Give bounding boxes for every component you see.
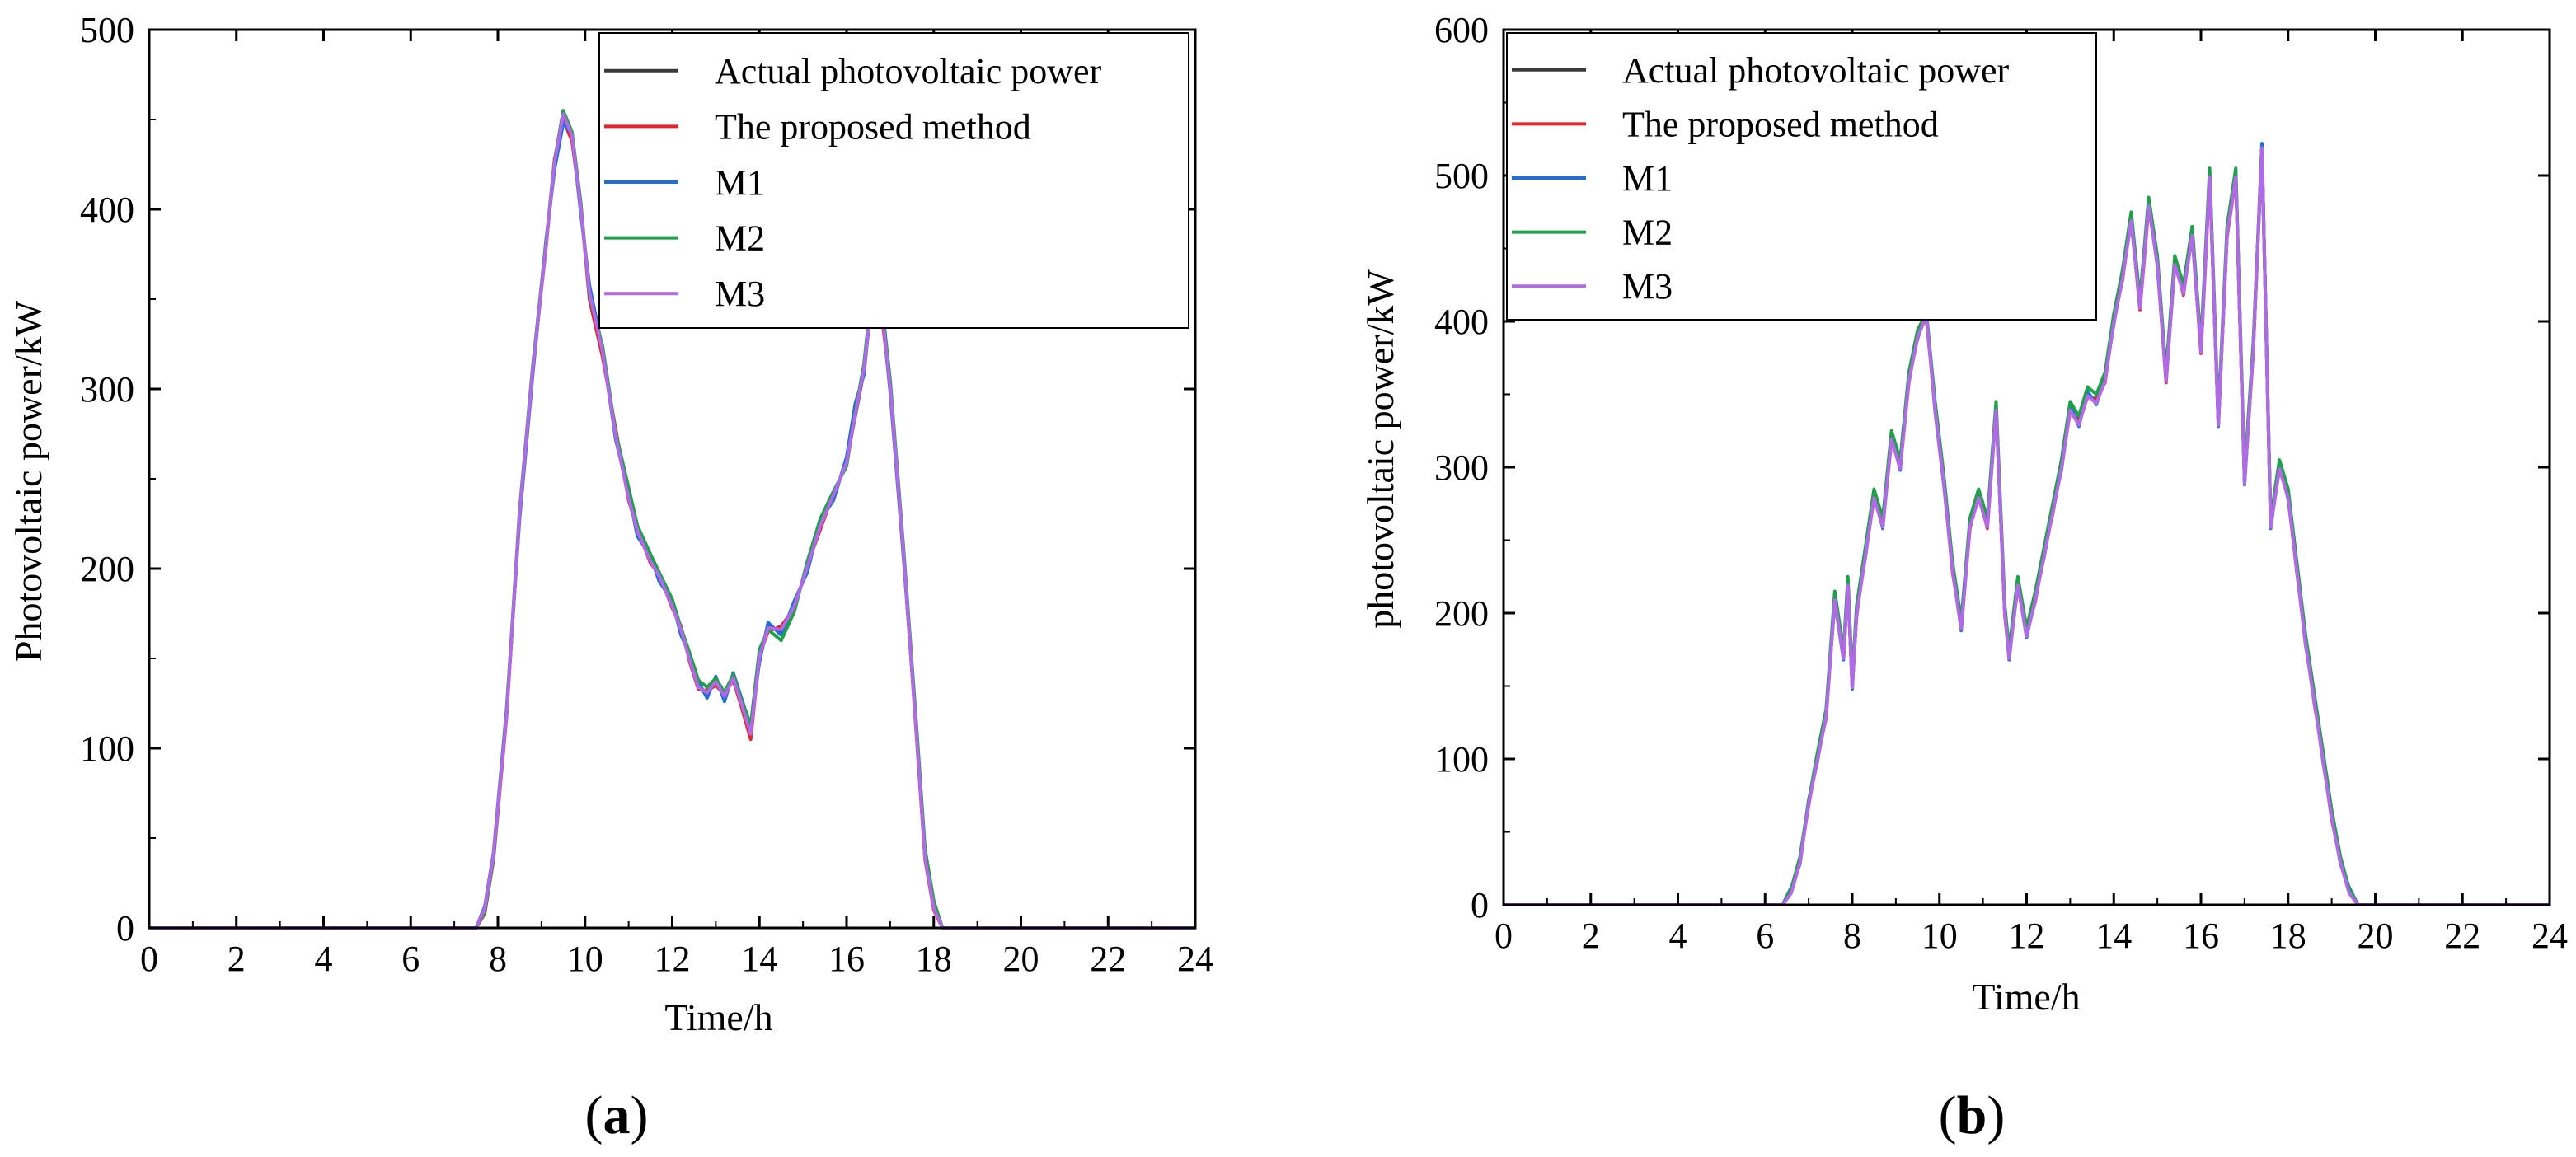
x-axis-label-b: Time/h [1972,976,2080,1018]
legend-actual-label: Actual photovoltaic power [715,51,1102,91]
legend-box [1506,32,2097,321]
legend-a: Actual photovoltaic power The proposed me… [598,32,1189,329]
x-tick-label: 22 [1090,939,1126,979]
x-tick-label: 14 [2095,916,2132,956]
y-axis-label-a: Photovoltaic power/kW [7,300,49,662]
legend-m3-label: M3 [715,274,765,314]
x-tick-label: 2 [228,939,246,979]
x-tick-label: 16 [828,939,865,979]
y-tick-label: 0 [116,908,134,949]
x-tick-label: 22 [2444,916,2480,956]
x-tick-label: 4 [1669,916,1687,956]
x-tick-label: 18 [916,939,952,979]
x-tick-label: 0 [1494,916,1513,956]
y-tick-label: 200 [1434,593,1489,634]
legend-m2-label: M2 [715,218,765,259]
x-tick-label: 0 [140,939,158,979]
x-tick-label: 16 [2183,916,2219,956]
legend-box [598,32,1189,329]
panel-letter-a: a [603,1085,631,1145]
legend-m1-label: M1 [1622,158,1673,199]
x-tick-label: 6 [1756,916,1774,956]
legend-m3-label: M3 [1622,266,1673,307]
legend-actual-label: Actual photovoltaic power [1622,50,2010,91]
y-tick-label: 600 [1434,10,1489,50]
y-tick-label: 300 [80,369,134,410]
chart-panel-b: 0 2 4 6 8 10 12 14 16 18 20 22 240100200300400500600… [1359,10,2568,1145]
y-tick-label: 400 [80,190,134,230]
x-tick-label: 24 [2531,916,2568,956]
panel-label-b: (b) [1939,1085,2006,1145]
x-tick-label: 8 [1843,916,1861,956]
x-tick-label: 24 [1177,939,1213,979]
legend-proposed-label: The proposed method [715,106,1031,147]
panel-letter-b: b [1957,1085,1987,1145]
y-tick-label: 0 [1471,885,1489,925]
x-tick-label: 6 [401,939,420,979]
x-tick-label: 10 [567,939,603,979]
y-tick-label: 300 [1434,447,1489,488]
x-tick-label: 12 [655,939,691,979]
y-tick-label: 200 [80,549,134,589]
series-line-m3 [1504,146,2550,906]
x-tick-label: 8 [489,939,507,979]
x-tick-label: 2 [1582,916,1600,956]
y-axis-label-b: photovoltaic power/kW [1359,269,1401,629]
x-tick-label: 14 [741,939,777,979]
y-tick-label: 100 [1434,739,1489,780]
x-tick-label: 18 [2270,916,2306,956]
y-tick-label: 100 [80,728,134,769]
x-tick-label: 10 [1921,916,1958,956]
panel-label-a: (a) [585,1085,649,1145]
x-tick-label: 4 [315,939,333,979]
legend-b: Actual photovoltaic power The proposed me… [1506,32,2097,321]
y-tick-label: 500 [80,10,134,50]
legend-proposed-label: The proposed method [1622,104,1939,144]
x-axis-label-a: Time/h [664,996,772,1038]
legend-m1-label: M1 [715,162,765,203]
legend-m2-label: M2 [1622,213,1673,253]
x-tick-label: 12 [2009,916,2045,956]
x-tick-label: 20 [2358,916,2394,956]
x-tick-label: 20 [1003,939,1039,979]
y-tick-label: 400 [1434,302,1489,342]
series-layer-b [1504,142,2550,906]
y-tick-label: 500 [1434,156,1489,196]
